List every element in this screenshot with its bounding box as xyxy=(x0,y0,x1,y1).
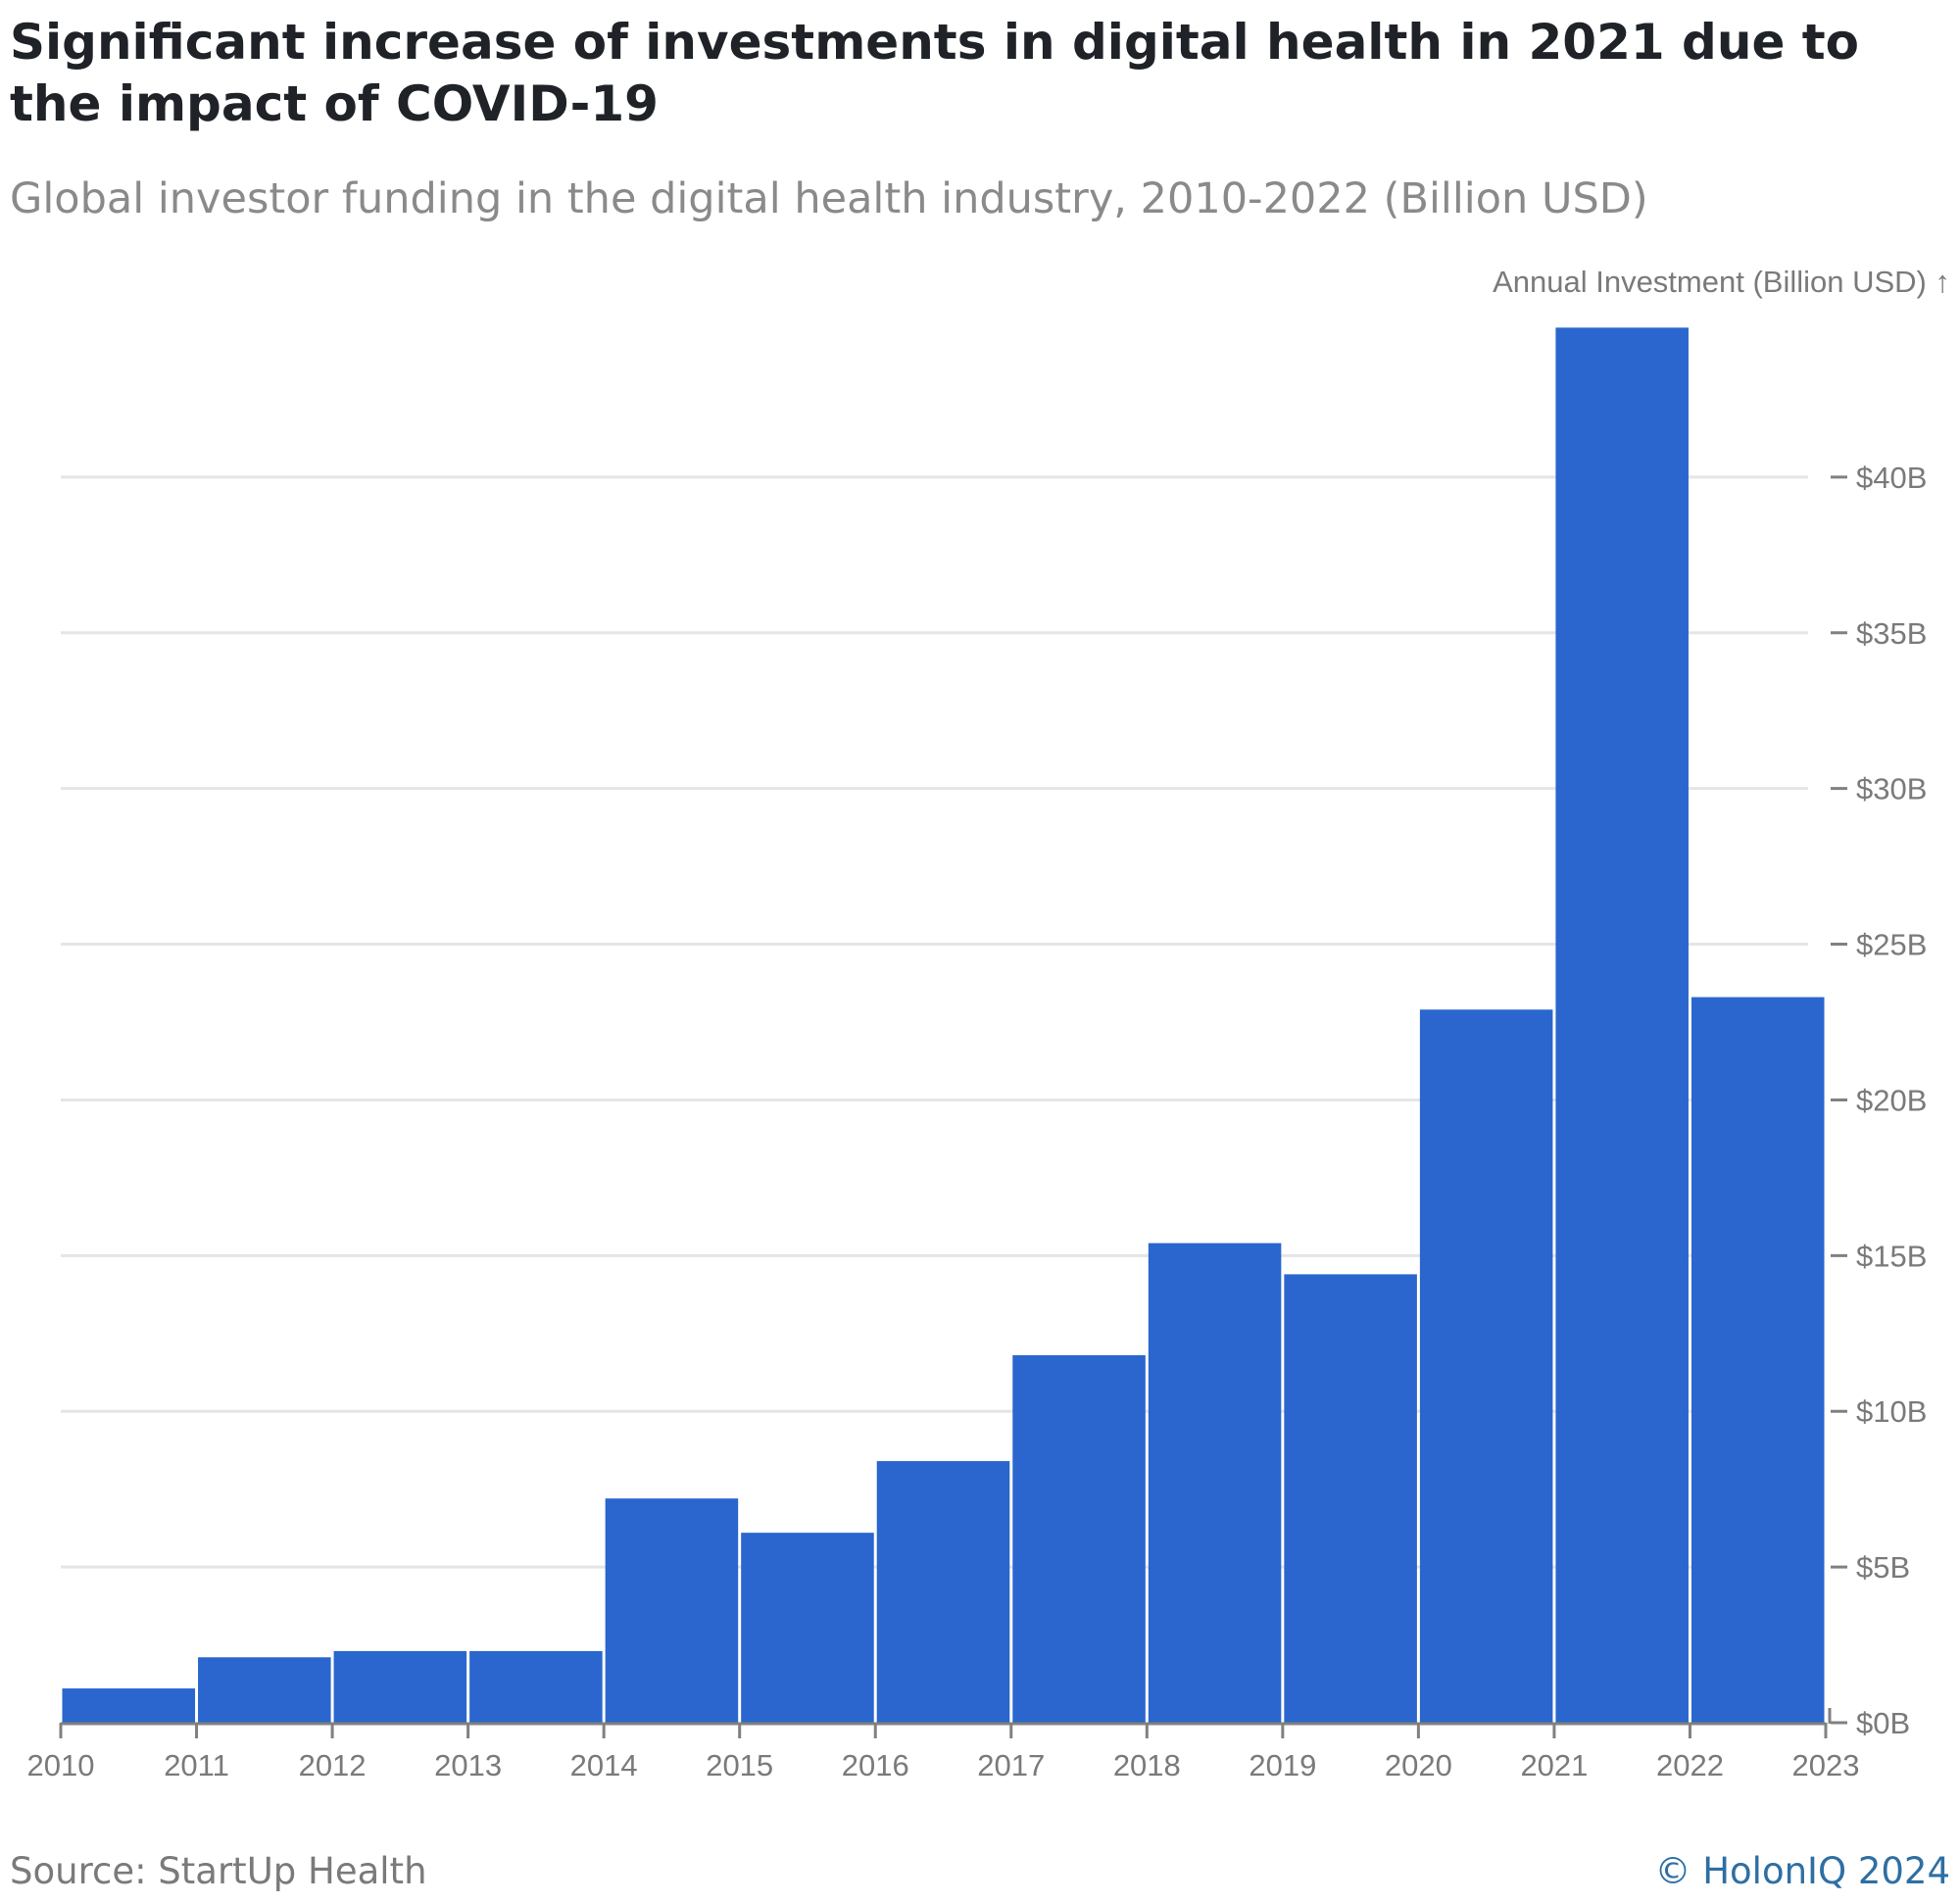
y-tick-label: $5B xyxy=(1856,1550,1910,1585)
chart-subtitle: Global investor funding in the digital h… xyxy=(10,174,1648,223)
y-tick-label: $20B xyxy=(1856,1083,1927,1117)
y-tick-label: $10B xyxy=(1856,1394,1927,1429)
bar xyxy=(1012,1355,1146,1723)
x-tick-label: 2017 xyxy=(977,1748,1045,1782)
source-note: Source: StartUp Health xyxy=(10,1850,427,1892)
copyright-note: © HolonIQ 2024 xyxy=(1654,1850,1950,1892)
y-tick-label: $15B xyxy=(1856,1239,1927,1273)
bar xyxy=(741,1533,874,1723)
chart-title: Significant increase of investments in d… xyxy=(10,14,1860,132)
x-tick-label: 2012 xyxy=(299,1748,367,1782)
x-tick-label: 2013 xyxy=(434,1748,502,1782)
axes: $0B $5B $10B $15B $20B $25B $30B $35B $40B 2010 20… xyxy=(27,461,1928,1782)
x-tick-label: 2021 xyxy=(1520,1748,1588,1782)
x-tick-label: 2022 xyxy=(1656,1748,1724,1782)
y-tick-label: $25B xyxy=(1856,928,1927,962)
bar xyxy=(198,1657,331,1723)
x-tick-label: 2014 xyxy=(570,1748,638,1782)
y-tick-label: $0B xyxy=(1856,1706,1910,1740)
y-axis-label: Annual Investment (Billion USD) ↑ xyxy=(1493,265,1950,299)
x-tick-label: 2015 xyxy=(706,1748,773,1782)
bars xyxy=(62,327,1825,1723)
x-tick-label: 2023 xyxy=(1792,1748,1860,1782)
y-tick-label: $30B xyxy=(1856,772,1927,806)
bar xyxy=(1690,997,1825,1723)
x-tick-label: 2011 xyxy=(164,1748,229,1782)
x-tick-label: 2020 xyxy=(1385,1748,1452,1782)
x-tick-label: 2010 xyxy=(27,1748,95,1782)
y-tick-label: $40B xyxy=(1856,461,1927,495)
bar xyxy=(1555,327,1689,1723)
bar xyxy=(1284,1274,1417,1723)
bar xyxy=(605,1498,739,1723)
y-tick-label: $35B xyxy=(1856,616,1927,651)
x-tick-label: 2016 xyxy=(842,1748,909,1782)
bar xyxy=(1419,1009,1553,1723)
bar xyxy=(469,1650,603,1723)
bar xyxy=(62,1688,196,1723)
bar xyxy=(876,1461,1010,1723)
bar xyxy=(333,1650,467,1723)
x-tick-label: 2019 xyxy=(1249,1748,1316,1782)
bar xyxy=(1148,1243,1282,1723)
x-tick-label: 2018 xyxy=(1113,1748,1181,1782)
